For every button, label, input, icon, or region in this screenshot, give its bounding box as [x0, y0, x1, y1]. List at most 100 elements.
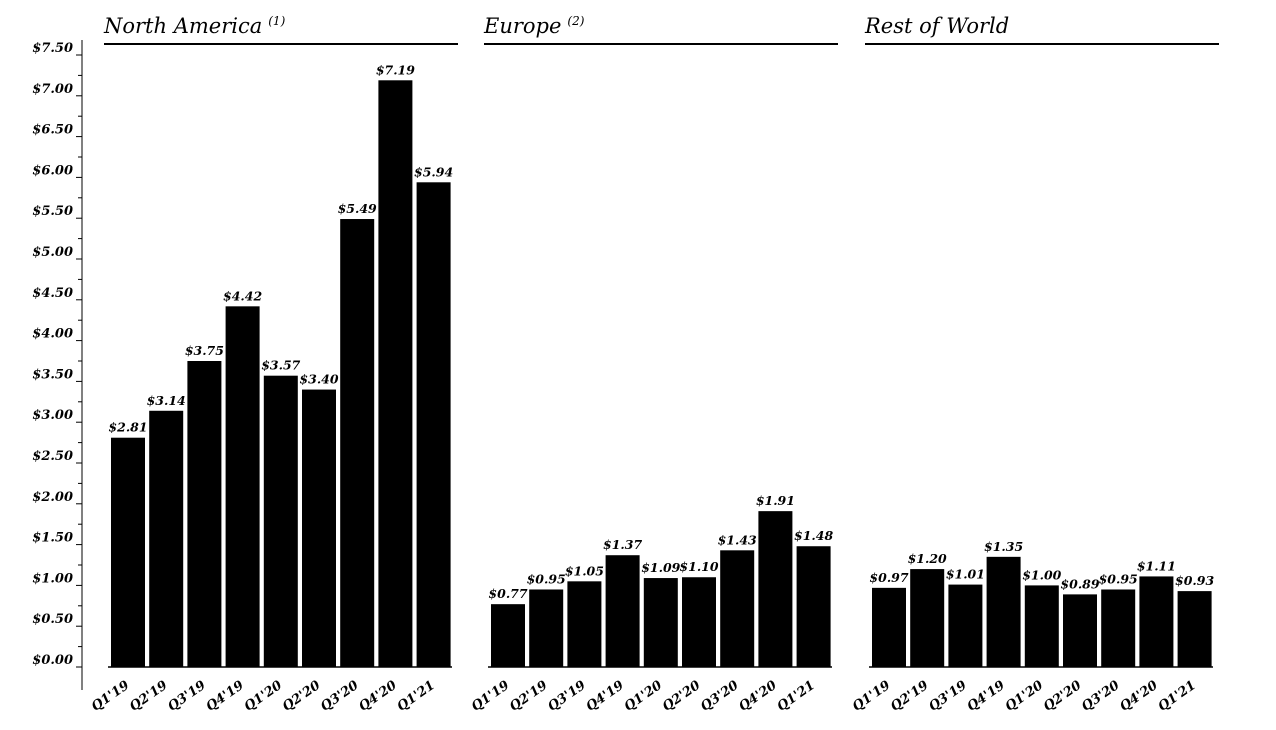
- bar: [872, 587, 906, 667]
- x-tick-label: Q1'19: [850, 678, 893, 715]
- data-label: $3.75: [185, 343, 224, 358]
- bar: [1101, 589, 1136, 667]
- panel-rest-of-world: Rest of World $0.97 Q1'19 $1.20 Q2'19 $1.01 Q3…: [850, 14, 1219, 715]
- x-tick-label: Q2'19: [507, 678, 550, 715]
- x-tick-label: Q4'20: [736, 678, 779, 715]
- x-tick-label: Q1'21: [395, 678, 438, 715]
- x-tick-label: Q2'20: [1041, 678, 1084, 715]
- bar: [491, 604, 525, 667]
- bar: [149, 410, 184, 667]
- panel-title-text: North America: [103, 14, 262, 38]
- x-tick-label: Q1'20: [622, 678, 665, 715]
- panel-title-text: Europe: [483, 14, 561, 38]
- x-tick-label: Q3'19: [545, 678, 588, 715]
- data-label: $5.49: [338, 201, 377, 216]
- y-tick-label: $7.50: [32, 41, 73, 56]
- bar: [302, 389, 336, 667]
- bar: [1177, 591, 1212, 667]
- data-label: $7.19: [376, 62, 415, 77]
- bar: [187, 361, 222, 667]
- panel-title: Rest of World: [864, 14, 1009, 38]
- x-tick-label: Q4'19: [965, 678, 1008, 715]
- panel-title-footnote: (1): [268, 14, 285, 28]
- data-label: $5.94: [414, 164, 453, 179]
- x-tick-label: Q2'20: [280, 678, 323, 715]
- chart-panels: North America (1) $2.81 Q1'19 $3.14 Q2'19 $3.7…: [89, 14, 1219, 715]
- data-label: $1.48: [794, 528, 833, 543]
- x-tick-label: Q3'20: [1079, 678, 1122, 715]
- data-label: $4.42: [223, 288, 262, 303]
- x-tick-label: Q1'19: [469, 678, 512, 715]
- y-tick-label: $6.00: [32, 163, 73, 178]
- bar: [1063, 594, 1097, 667]
- x-tick-label: Q4'19: [204, 678, 247, 715]
- y-tick-label: $2.00: [32, 490, 73, 505]
- bar: [567, 581, 602, 667]
- bar: [986, 556, 1021, 667]
- data-label: $3.57: [261, 358, 300, 373]
- data-label: $0.89: [1060, 576, 1099, 591]
- bar: [340, 219, 375, 668]
- bar: [910, 569, 945, 667]
- panel-europe: Europe (2) $0.77 Q1'19 $0.95 Q2'19 $1.05 Q3'19 $…: [469, 14, 838, 715]
- x-tick-label: Q4'20: [1117, 678, 1160, 715]
- data-label: $0.97: [869, 570, 908, 585]
- x-tick-label: Q3'19: [926, 678, 969, 715]
- bar: [263, 375, 298, 667]
- x-tick-label: Q1'21: [1156, 678, 1199, 715]
- data-label: $1.20: [908, 551, 947, 566]
- x-tick-label: Q3'20: [698, 678, 741, 715]
- data-label: $0.77: [488, 586, 527, 601]
- y-tick-label: $6.50: [32, 123, 73, 138]
- bar: [796, 546, 831, 667]
- y-tick-label: $5.00: [32, 245, 73, 260]
- data-label: $0.95: [527, 571, 566, 586]
- bar: [643, 578, 678, 667]
- bar: [605, 555, 640, 667]
- data-label: $3.14: [147, 393, 186, 408]
- x-tick-label: Q3'20: [318, 678, 361, 715]
- x-tick-label: Q2'20: [660, 678, 703, 715]
- data-label: $1.43: [718, 532, 757, 547]
- y-tick-label: $4.50: [32, 286, 73, 301]
- x-tick-label: Q2'19: [127, 678, 170, 715]
- bar: [1024, 585, 1059, 667]
- data-label: $0.93: [1175, 573, 1214, 588]
- data-label: $2.81: [108, 420, 147, 435]
- y-tick-label: $4.00: [32, 327, 73, 342]
- y-tick-label: $2.50: [32, 449, 73, 464]
- bar: [529, 589, 564, 667]
- x-tick-label: Q2'19: [888, 678, 931, 715]
- y-tick-label: $1.50: [32, 531, 73, 546]
- data-label: $1.09: [641, 560, 680, 575]
- data-label: $3.40: [299, 372, 338, 387]
- y-tick-label: $5.50: [32, 204, 73, 219]
- data-label: $0.95: [1099, 571, 1138, 586]
- bar: [758, 511, 793, 667]
- panel-title-footnote: (2): [567, 14, 584, 28]
- x-tick-label: Q1'21: [775, 678, 818, 715]
- data-label: $1.05: [565, 563, 604, 578]
- panel-title: Europe (2): [483, 14, 585, 38]
- y-tick-label: $7.00: [32, 82, 73, 97]
- bar: [948, 584, 983, 667]
- data-label: $1.35: [984, 539, 1023, 554]
- panel-north-america: North America (1) $2.81 Q1'19 $3.14 Q2'19 $3.7…: [89, 14, 458, 715]
- panel-title: North America (1): [103, 14, 286, 38]
- x-tick-label: Q1'20: [242, 678, 285, 715]
- x-tick-label: Q1'19: [89, 678, 132, 715]
- data-label: $1.91: [756, 493, 795, 508]
- data-label: $1.00: [1022, 567, 1061, 582]
- x-tick-label: Q1'20: [1003, 678, 1046, 715]
- data-label: $1.37: [603, 537, 642, 552]
- bar: [416, 182, 451, 667]
- bar: [682, 577, 716, 667]
- y-tick-label: $0.50: [32, 612, 73, 627]
- bar: [225, 306, 260, 667]
- data-label: $1.11: [1137, 558, 1176, 573]
- data-label: $1.01: [946, 567, 985, 582]
- x-tick-label: Q3'19: [165, 678, 208, 715]
- y-tick-label: $0.00: [32, 653, 73, 668]
- bar: [1139, 576, 1174, 667]
- y-axis: $0.00 $0.50 $1.00 $1.50 $2.00 $2.50 $3.00 $3.50…: [32, 40, 83, 690]
